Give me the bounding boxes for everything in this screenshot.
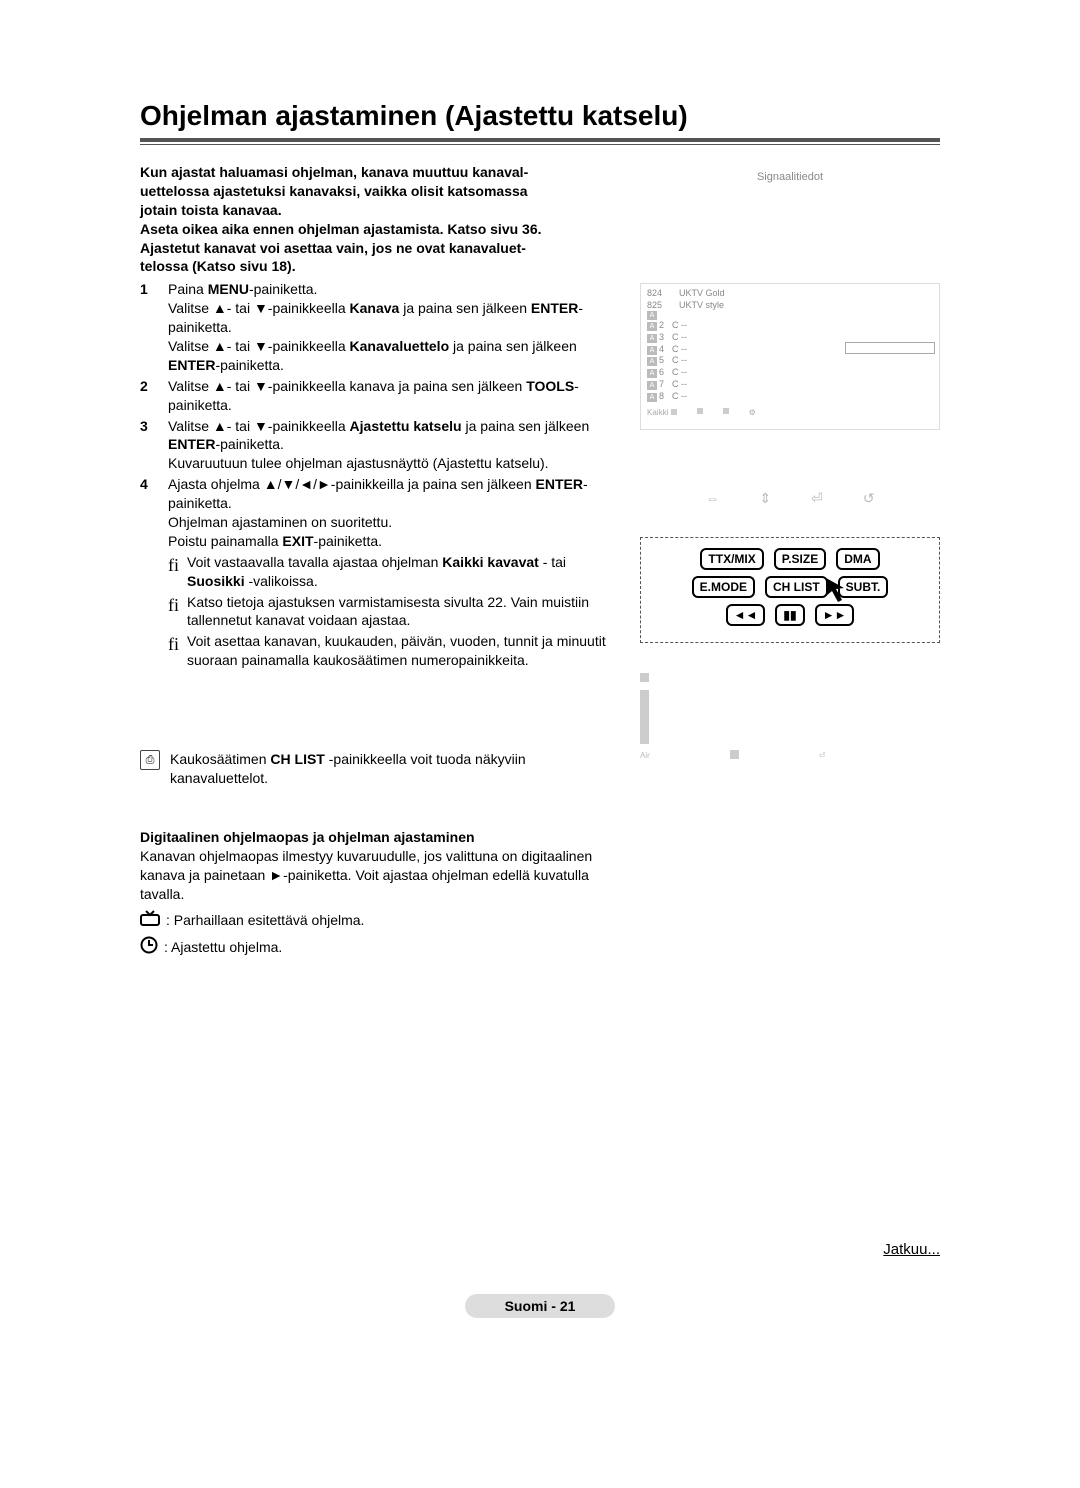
tools-icon: ⚙ xyxy=(749,408,756,418)
nav-icons-row: ⇔ ⇕ ⏎ ↺ xyxy=(640,490,940,507)
tv-icon xyxy=(140,910,160,931)
enter-icon: ⏎ xyxy=(819,750,826,762)
note-3-text: Voit asettaa kanavan, kuukauden, päivän,… xyxy=(187,632,610,670)
divider-thin xyxy=(140,144,940,145)
return-icon: ↺ xyxy=(863,490,875,507)
remote-btn-emode: E.MODE xyxy=(692,576,755,598)
step-4-body: Ajasta ohjelma ▲/▼/◄/►-painikkeilla ja p… xyxy=(168,475,610,551)
intro-paragraph: Kun ajastat haluamasi ohjelman, kanava m… xyxy=(140,163,610,276)
note-icon: fi xyxy=(168,632,179,670)
digital-subhead: Digitaalinen ohjelmaopas ja ohjelman aja… xyxy=(140,828,610,847)
step-2-body: Valitse ▲- tai ▼-painikkeella kanava ja … xyxy=(168,377,610,415)
highlight-box xyxy=(845,342,935,354)
page-footer: Suomi - 21 xyxy=(0,1294,1080,1318)
signal-info-mock: Signaalitiedot xyxy=(640,163,940,283)
remote-btn-pause: ▮▮ xyxy=(775,604,804,626)
channel-small-mock: Air⏎ xyxy=(640,673,940,762)
remote-btn-ttxmix: TTX/MIX xyxy=(700,548,763,570)
remote-btn-dma: DMA xyxy=(836,548,879,570)
updown-icon: ⇕ xyxy=(759,490,771,507)
step-2: 2Valitse ▲- tai ▼-painikkeella kanava ja… xyxy=(140,377,610,415)
channel-list-mock: 824UKTV Gold 825UKTV style A A2C -- A3C … xyxy=(640,283,940,430)
step-3: 3Valitse ▲- tai ▼-painikkeella Ajastettu… xyxy=(140,417,610,474)
enter-icon: ⏎ xyxy=(811,490,823,507)
legend-now: : Parhaillaan esitettävä ohjelma. xyxy=(140,910,610,931)
step-1-body: Paina MENU-painiketta.Valitse ▲- tai ▼-p… xyxy=(168,280,610,374)
note-icon: fi xyxy=(168,553,179,591)
step-3-body: Valitse ▲- tai ▼-painikkeella Ajastettu … xyxy=(168,417,610,474)
note-icon: fi xyxy=(168,593,179,631)
remote-btn-chlist: CH LIST xyxy=(765,576,828,598)
divider-thick xyxy=(140,138,940,142)
digital-guide-block: Digitaalinen ohjelmaopas ja ohjelman aja… xyxy=(140,828,610,959)
remote-button-icon: ⎙ xyxy=(140,750,160,770)
legend-timer: : Ajastettu ohjelma. xyxy=(140,936,610,959)
page-title: Ohjelman ajastaminen (Ajastettu katselu) xyxy=(140,100,940,132)
remote-btn-psize: P.SIZE xyxy=(774,548,826,570)
remote-mock: TTX/MIX P.SIZE DMA E.MODE CH LIST SUBT. … xyxy=(640,537,940,643)
step-1: 1Paina MENU-painiketta.Valitse ▲- tai ▼-… xyxy=(140,280,610,374)
continues-label: Jatkuu... xyxy=(883,1241,940,1258)
chlist-hint: ⎙ Kaukosäätimen CH LIST -painikkeella vo… xyxy=(140,750,610,788)
pointer-arrow-icon xyxy=(824,576,854,611)
clock-icon xyxy=(140,936,158,959)
remote-btn-rew: ◄◄ xyxy=(726,604,766,626)
note-3: fiVoit asettaa kanavan, kuukauden, päivä… xyxy=(168,632,610,670)
steps-list: 1Paina MENU-painiketta.Valitse ▲- tai ▼-… xyxy=(140,280,610,670)
note-1-text: Voit vastaavalla tavalla ajastaa ohjelma… xyxy=(187,553,610,591)
step-4: 4Ajasta ohjelma ▲/▼/◄/►-painikkeilla ja … xyxy=(140,475,610,551)
move-icon: ⇔ xyxy=(705,490,719,507)
note-1: fiVoit vastaavalla tavalla ajastaa ohjel… xyxy=(168,553,610,591)
note-2-text: Katso tietoja ajastuksen varmistamisesta… xyxy=(187,593,610,631)
footer-pill: Suomi - 21 xyxy=(465,1294,616,1318)
note-2: fiKatso tietoja ajastuksen varmistamises… xyxy=(168,593,610,631)
digital-body: Kanavan ohjelmaopas ilmestyy kuvaruudull… xyxy=(140,847,610,904)
